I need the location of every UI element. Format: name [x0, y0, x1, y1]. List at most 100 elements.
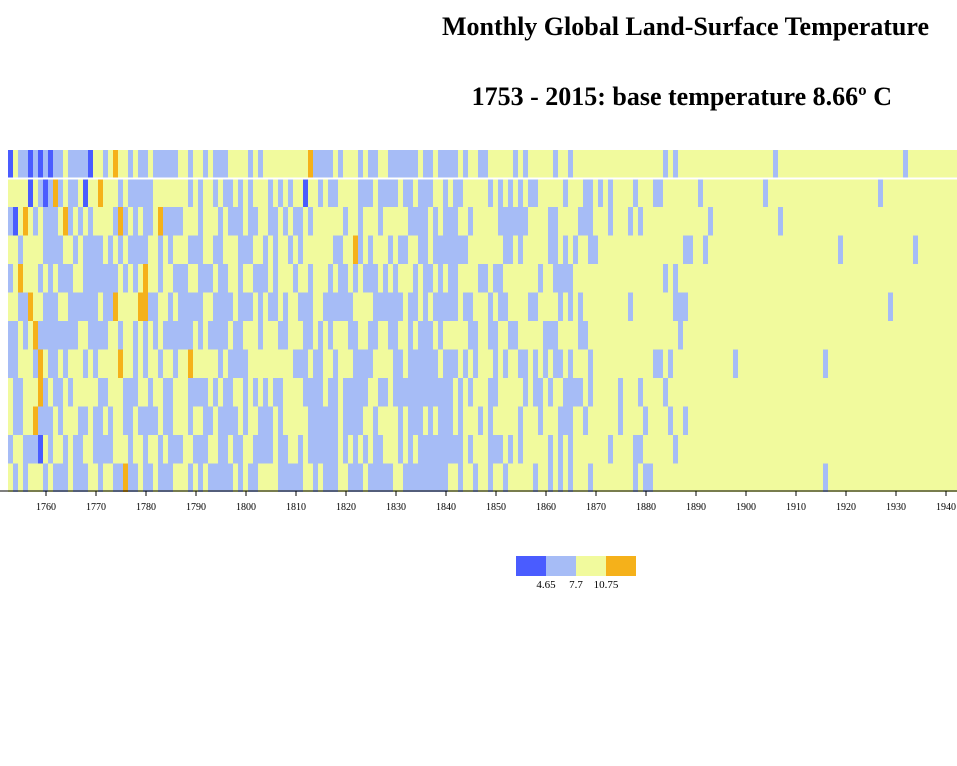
heatmap-cell	[213, 150, 219, 179]
heatmap-cell	[268, 349, 274, 378]
heatmap-cell	[628, 463, 634, 492]
heatmap-cell	[8, 321, 14, 350]
heatmap-cell	[913, 378, 919, 407]
heatmap-cell	[483, 406, 489, 435]
heatmap-cell	[273, 292, 279, 321]
heatmap-cell	[623, 321, 629, 350]
heatmap-cell	[513, 292, 519, 321]
heatmap-cell	[908, 321, 914, 350]
heatmap-cell	[823, 463, 829, 492]
heatmap-cell	[73, 264, 79, 293]
heatmap-cell	[433, 235, 439, 264]
heatmap-cell	[898, 150, 904, 179]
heatmap-cell	[33, 235, 39, 264]
heatmap-cell	[853, 207, 859, 236]
heatmap-cell	[478, 406, 484, 435]
heatmap-cell	[623, 292, 629, 321]
heatmap-cell	[293, 292, 299, 321]
heatmap-cell	[828, 463, 834, 492]
heatmap-cell	[228, 292, 234, 321]
heatmap-cell	[848, 207, 854, 236]
heatmap-cell	[853, 378, 859, 407]
heatmap-cell	[608, 378, 614, 407]
heatmap-cell	[328, 406, 334, 435]
heatmap-cell	[243, 349, 249, 378]
heatmap-cell	[613, 292, 619, 321]
heatmap-cell	[68, 235, 74, 264]
heatmap-cell	[873, 207, 879, 236]
heatmap-cell	[333, 463, 339, 492]
heatmap-cell	[773, 378, 779, 407]
heatmap-cell	[798, 406, 804, 435]
heatmap-cell	[903, 150, 909, 179]
heatmap-cell	[858, 463, 864, 492]
heatmap-cell	[433, 150, 439, 179]
heatmap-cell	[353, 207, 359, 236]
heatmap-cell	[243, 207, 249, 236]
heatmap-cell	[88, 178, 94, 207]
heatmap-cell	[548, 235, 554, 264]
heatmap-cell	[583, 406, 589, 435]
heatmap-cell	[228, 264, 234, 293]
heatmap-cell	[693, 235, 699, 264]
heatmap-cell	[178, 178, 184, 207]
heatmap-cell	[903, 378, 909, 407]
heatmap-cell	[883, 178, 889, 207]
heatmap-cell	[358, 435, 364, 464]
heatmap-cell	[123, 292, 129, 321]
heatmap-cell	[113, 235, 119, 264]
heatmap-cell	[728, 178, 734, 207]
heatmap-cell	[478, 150, 484, 179]
heatmap-cell	[473, 264, 479, 293]
heatmap-cell	[628, 435, 634, 464]
heatmap-cell	[498, 378, 504, 407]
heatmap-cell	[633, 235, 639, 264]
heatmap-cell	[943, 321, 949, 350]
heatmap-cell	[263, 150, 269, 179]
heatmap-cell	[608, 264, 614, 293]
heatmap-cell	[138, 178, 144, 207]
heatmap-cell	[608, 463, 614, 492]
heatmap-cell	[468, 207, 474, 236]
heatmap-cell	[348, 178, 354, 207]
heatmap-cell	[608, 207, 614, 236]
heatmap-cell	[213, 435, 219, 464]
heatmap-cell	[588, 235, 594, 264]
heatmap-cell	[23, 235, 29, 264]
heatmap-cell	[93, 178, 99, 207]
heatmap-cell	[358, 264, 364, 293]
x-tick-label: 1770	[86, 502, 106, 513]
heatmap-cell	[138, 406, 144, 435]
heatmap-cell	[28, 378, 34, 407]
heatmap-cell	[343, 207, 349, 236]
heatmap-cell	[243, 435, 249, 464]
heatmap-cell	[298, 406, 304, 435]
heatmap-cell	[253, 150, 259, 179]
heatmap-cell	[198, 207, 204, 236]
heatmap-cell	[58, 207, 64, 236]
heatmap-cell	[888, 150, 894, 179]
heatmap-cell	[228, 406, 234, 435]
heatmap-cell	[328, 150, 334, 179]
heatmap-cell	[598, 378, 604, 407]
heatmap-cell	[143, 207, 149, 236]
heatmap-cell	[723, 378, 729, 407]
heatmap-cell	[703, 321, 709, 350]
heatmap-cell	[248, 207, 254, 236]
heatmap-cell	[588, 207, 594, 236]
heatmap-cell	[673, 349, 679, 378]
heatmap-cell	[778, 235, 784, 264]
heatmap-cell	[323, 378, 329, 407]
heatmap-cell	[828, 321, 834, 350]
heatmap-cell	[83, 321, 89, 350]
heatmap-cell	[408, 321, 414, 350]
heatmap-cell	[383, 435, 389, 464]
heatmap-cell	[633, 292, 639, 321]
heatmap-cell	[753, 292, 759, 321]
heatmap-cell	[268, 150, 274, 179]
legend-threshold-label: 10.75	[594, 579, 619, 591]
heatmap-cell	[823, 207, 829, 236]
heatmap-cell	[103, 463, 109, 492]
heatmap-cell	[708, 292, 714, 321]
heatmap-cell	[108, 207, 114, 236]
